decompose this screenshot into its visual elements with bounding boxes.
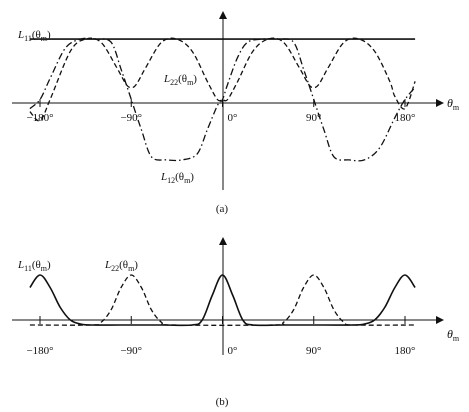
panel-b-chart: −180° −90° 0° 90° 180° θm L11(θm) L22(θm) (b… <box>12 237 460 408</box>
panel-a-x-tick-label: 90° <box>306 112 321 124</box>
panel-a-chart: −180° −90° 0° 90° 180° θm L11(θm) L22(θm) L1… <box>12 11 460 215</box>
panel-a-curves <box>29 37 416 162</box>
panel-b-x-tick-label: −90° <box>120 345 142 357</box>
panel-b-series-l22m-line <box>29 274 416 326</box>
panel-b-curves <box>29 274 416 327</box>
panel-a-caption: (a) <box>216 203 229 215</box>
panel-b-x-tick-label: 0° <box>228 345 238 357</box>
panel-a-x-tick-label: −90° <box>120 112 142 124</box>
panel-a-x-tick-label: 180° <box>395 112 416 124</box>
panel-a-x-tick-label: 0° <box>228 112 238 124</box>
panel-a-series-l12m-line <box>29 37 416 162</box>
panel-a-L11-label: L11(θm) <box>17 29 51 43</box>
panel-a-x-tick-label: −180° <box>26 112 53 124</box>
panel-a-L22-label: L22(θm) <box>163 73 197 87</box>
panel-b-ticks: −180° −90° 0° 90° 180° <box>26 316 415 357</box>
panel-a-x-axis-name: θm <box>447 96 460 112</box>
panel-b-L22-label: L22(θm) <box>104 259 138 273</box>
panel-b-x-tick-label: −180° <box>26 345 53 357</box>
panel-b-x-tick-label: 180° <box>395 345 416 357</box>
panel-a-ticks: −180° −90° 0° 90° 180° <box>26 99 415 124</box>
panel-b-x-axis-name: θm <box>447 327 460 343</box>
panel-b-L11-label: L11(θm) <box>17 259 51 273</box>
panel-b-series-l11m-line <box>29 274 416 327</box>
panel-a-series-l22m-line <box>29 37 416 122</box>
panel-a-L12-label: L12(θm) <box>160 171 194 185</box>
panel-b-x-tick-label: 90° <box>306 345 321 357</box>
panel-b-caption: (b) <box>216 396 229 408</box>
